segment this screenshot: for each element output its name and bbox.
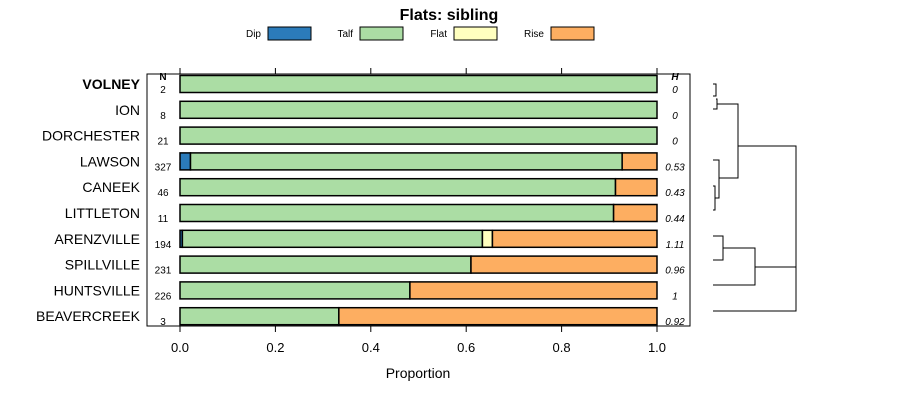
n-value: 327 <box>155 162 172 173</box>
dendrogram-link <box>715 175 720 199</box>
category-label: ION <box>115 102 140 118</box>
dendrogram-link <box>713 235 724 261</box>
category-label: CANEEK <box>82 179 140 195</box>
bar-segment-talf <box>179 74 658 94</box>
x-axis: 0.0 0.2 0.4 0.6 0.8 1.0 <box>171 68 666 355</box>
dendrogram-link <box>713 159 720 179</box>
bar-segment-flat <box>481 229 494 249</box>
dendrogram-link <box>713 83 717 97</box>
x-axis-title: Proportion <box>386 365 451 381</box>
h-value: 1 <box>672 291 678 302</box>
bar-segment-rise <box>338 306 658 326</box>
n-value: 8 <box>160 111 166 122</box>
n-value: 21 <box>157 137 169 148</box>
bar-segment-rise <box>491 229 658 249</box>
legend-swatch-dip <box>267 26 312 41</box>
bar-segment-talf <box>179 126 658 145</box>
legend-label-dip: Dip <box>246 29 261 40</box>
dendrogram-link <box>713 266 797 312</box>
dendrogram-link <box>719 146 739 179</box>
h-value: 0.92 <box>665 317 685 328</box>
n-value: 194 <box>155 240 172 251</box>
bar-segment-talf <box>179 203 615 223</box>
legend-swatch-flat <box>453 26 498 41</box>
n-value: 2 <box>160 85 166 96</box>
h-value: 0.53 <box>665 162 685 173</box>
h-value: 0 <box>672 111 678 122</box>
bars-group: VOLNEY 2 0 ION 8 0 DORCHESTER 21 0 LAWSON 327 0.53 C… <box>36 74 685 328</box>
bar-segment-talf <box>179 100 658 120</box>
bar-segment-rise <box>614 177 658 197</box>
bar-segment-talf <box>179 306 340 326</box>
category-label: LITTLETON <box>65 205 140 221</box>
legend-label-flat: Flat <box>430 29 447 40</box>
bar-segment-talf <box>179 281 411 300</box>
h-value: 1.11 <box>666 240 685 251</box>
x-tick-label: 0.6 <box>457 340 475 355</box>
h-value: 0 <box>672 85 678 96</box>
h-value: 0.96 <box>665 266 685 277</box>
x-tick-label: 0.2 <box>266 340 284 355</box>
legend: Dip Talf Flat Rise <box>246 26 595 41</box>
n-value: 46 <box>157 188 169 199</box>
category-label: SPILLVILLE <box>65 257 140 273</box>
n-column-header: N <box>159 72 166 83</box>
x-tick-label: 1.0 <box>648 340 666 355</box>
bar-segment-rise <box>621 152 658 171</box>
chart-title: Flats: sibling <box>400 7 499 24</box>
category-label: BEAVERCREEK <box>36 308 141 324</box>
x-tick-label: 0.0 <box>171 340 189 355</box>
n-value: 3 <box>160 317 166 328</box>
category-label: ARENZVILLE <box>54 231 140 247</box>
dendrogram-link <box>713 247 756 286</box>
h-column-header: H <box>671 72 679 83</box>
h-value: 0.43 <box>665 188 685 199</box>
n-value: 231 <box>155 266 172 277</box>
bar-segment-talf <box>179 255 472 274</box>
dendrogram-link <box>717 103 739 146</box>
category-label: HUNTSVILLE <box>54 282 140 298</box>
category-label: VOLNEY <box>82 76 140 92</box>
bar-segment-talf <box>181 229 484 249</box>
bar-segment-talf <box>189 152 623 171</box>
category-label: DORCHESTER <box>42 128 140 144</box>
legend-label-rise: Rise <box>524 29 544 40</box>
bar-segment-talf <box>179 177 617 197</box>
plot-frame <box>146 73 691 327</box>
category-label: LAWSON <box>80 153 140 169</box>
dendrogram <box>713 83 797 312</box>
h-value: 0 <box>672 137 678 148</box>
bar-segment-dip <box>179 152 192 171</box>
dendrogram-link <box>713 185 716 211</box>
x-tick-label: 0.4 <box>362 340 380 355</box>
n-value: 226 <box>155 291 172 302</box>
dendrogram-link <box>738 145 797 289</box>
x-tick-label: 0.8 <box>553 340 571 355</box>
legend-swatch-talf <box>359 26 404 41</box>
dendrogram-link <box>713 98 718 110</box>
h-value: 0.44 <box>665 214 685 225</box>
legend-label-talf: Talf <box>337 29 353 40</box>
bar-segment-rise <box>612 203 658 223</box>
legend-swatch-rise <box>550 26 595 41</box>
bar-segment-rise <box>409 281 658 300</box>
bar-segment-rise <box>470 255 658 274</box>
n-value: 11 <box>158 214 169 225</box>
